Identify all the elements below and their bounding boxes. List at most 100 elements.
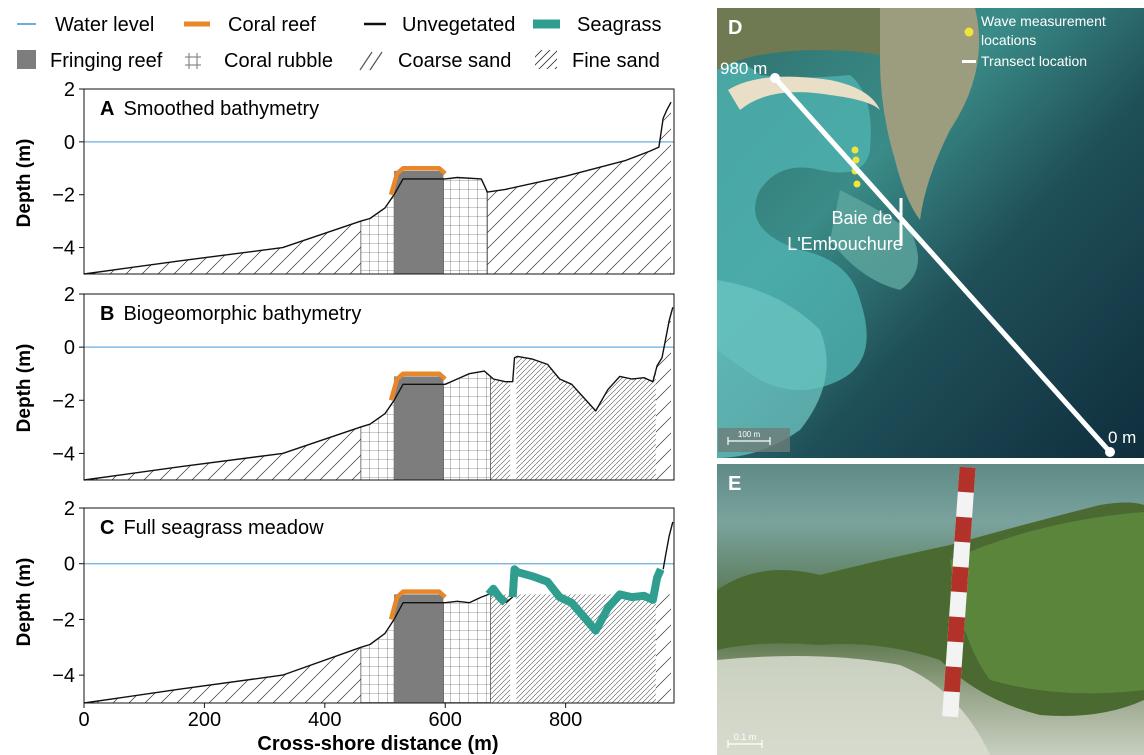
transect-start: [770, 73, 780, 83]
legend-coarse-label: Coarse sand: [398, 50, 511, 72]
series-seagrass: [508, 565, 665, 635]
wave-point: [852, 156, 860, 164]
xlabel: Cross-shore distance (m): [257, 733, 498, 755]
x-tick-label: 800: [549, 709, 582, 731]
ylabel-a: Depth (m): [14, 139, 35, 228]
panel-b: B Biogeomorphic bathymetry 2 0 −2 −4: [52, 284, 675, 481]
zone-coarse-sand: [655, 594, 671, 703]
y-tick-label: 0: [64, 132, 75, 154]
legend-rubble-label: Coral rubble: [224, 50, 333, 72]
panel-d-letter: D: [728, 17, 742, 39]
panel-e-letter: E: [728, 473, 741, 495]
series-coral-reef: [388, 371, 447, 401]
panel-c: C Full seagrass meadow 2 0 −2 −4: [52, 498, 675, 704]
y-tick-label: 0: [64, 554, 75, 576]
panel-title: A Smoothed bathymetry: [100, 98, 319, 120]
y-tick-label: −4: [52, 238, 75, 260]
y-tick-label: 2: [64, 498, 75, 520]
legend-wave-text-2: locations: [981, 32, 1036, 48]
wave-point: [853, 180, 861, 188]
series-unvegetated: [83, 101, 672, 275]
y-tick-label: −2: [52, 609, 75, 631]
zone-coral-rubble: [360, 618, 395, 704]
series-seagrass: [485, 584, 509, 606]
place-label-2: L'Embouchure: [787, 234, 903, 254]
plot-frame: [83, 293, 675, 481]
plot-frame: [83, 88, 675, 275]
legend-fine-swatch: [535, 50, 557, 69]
zone-fine-sand: [516, 357, 656, 480]
legend-wave-text: Wave measurement: [981, 13, 1106, 29]
x-tick-label: 0: [78, 709, 89, 731]
reef-flat: [830, 190, 918, 290]
x-tick-label: 200: [188, 709, 221, 731]
y-tick-label: 2: [64, 79, 75, 101]
legend-wave-marker: [964, 27, 974, 37]
y-tick-label: 0: [64, 337, 75, 359]
y-tick-label: −4: [52, 443, 75, 465]
transect-line: [773, 76, 1112, 454]
legend-coral-label: Coral reef: [228, 14, 316, 36]
legend-fringing-swatch: [17, 50, 36, 69]
headland: [880, 8, 980, 220]
lagoon-sand-bottom: [717, 280, 827, 458]
transect-end: [1105, 447, 1115, 457]
sand-floor: [717, 656, 990, 755]
legend-transect-marker: [962, 60, 976, 63]
series-unvegetated: [83, 307, 674, 481]
beach: [728, 76, 880, 110]
legend: Water level Coral reef Unvegetated Seagr…: [17, 14, 662, 72]
series-unvegetated: [662, 521, 674, 570]
legend-unvegetated-label: Unvegetated: [402, 14, 515, 36]
legend-rubble-swatch: [185, 53, 201, 69]
plot-frame: [83, 507, 675, 704]
ylabel-b: Depth (m): [14, 344, 35, 433]
series-unvegetated: [504, 596, 514, 604]
zone-coral-rubble: [360, 193, 395, 275]
zone-coarse-sand: [84, 426, 361, 480]
ylabel-c: Depth (m): [14, 558, 35, 647]
legend-fine-label: Fine sand: [572, 50, 660, 72]
legend-seagrass-label: Seagrass: [577, 14, 662, 36]
photo-e: E 0.1 m: [717, 464, 1144, 755]
place-label-1: Baie de: [831, 208, 892, 228]
legend-transect-text: Transect location: [981, 53, 1087, 69]
wave-point: [851, 146, 859, 154]
panel-a: A Smoothed bathymetry 2 0 −2 −4: [52, 79, 675, 275]
x-tick-label: 600: [429, 709, 462, 731]
label-980m: 980 m: [720, 59, 767, 78]
x-tick-label: 400: [308, 709, 341, 731]
zone-coarse-sand: [84, 221, 361, 274]
zone-fine-sand: [516, 594, 656, 703]
y-tick-label: 2: [64, 284, 75, 306]
zone-coarse-sand: [655, 313, 671, 480]
panel-title: C Full seagrass meadow: [100, 517, 324, 539]
legend-fringing-label: Fringing reef: [50, 50, 163, 72]
y-tick-label: −2: [52, 390, 75, 412]
photo-d: D Wave measurement locations Transect lo…: [717, 8, 1144, 458]
scale-label-e: 0.1 m: [734, 732, 757, 742]
series-coral-reef: [388, 166, 447, 196]
zone-fringing-reef: [394, 376, 444, 480]
zone-fine-sand: [490, 594, 511, 703]
zone-coral-rubble: [360, 399, 395, 481]
legend-water-label: Water level: [55, 14, 154, 36]
series-coral-reef: [388, 589, 447, 620]
vegetated-land: [717, 8, 880, 70]
zone-coarse-sand: [487, 102, 671, 274]
pole-stripes: [943, 466, 976, 693]
series-unvegetated: [83, 593, 489, 704]
y-tick-label: −4: [52, 665, 75, 687]
seagrass-canopy-near: [950, 512, 1144, 694]
panel-title: B Biogeomorphic bathymetry: [100, 303, 361, 325]
zone-coral-rubble: [443, 370, 491, 481]
zone-coral-rubble: [443, 177, 488, 275]
zone-coral-rubble: [443, 594, 491, 704]
scale-label-d: 100 m: [738, 430, 761, 439]
zone-fringing-reef: [394, 170, 444, 274]
zone-coarse-sand: [84, 647, 361, 703]
zone-fringing-reef: [394, 594, 444, 703]
y-tick-label: −2: [52, 185, 75, 207]
